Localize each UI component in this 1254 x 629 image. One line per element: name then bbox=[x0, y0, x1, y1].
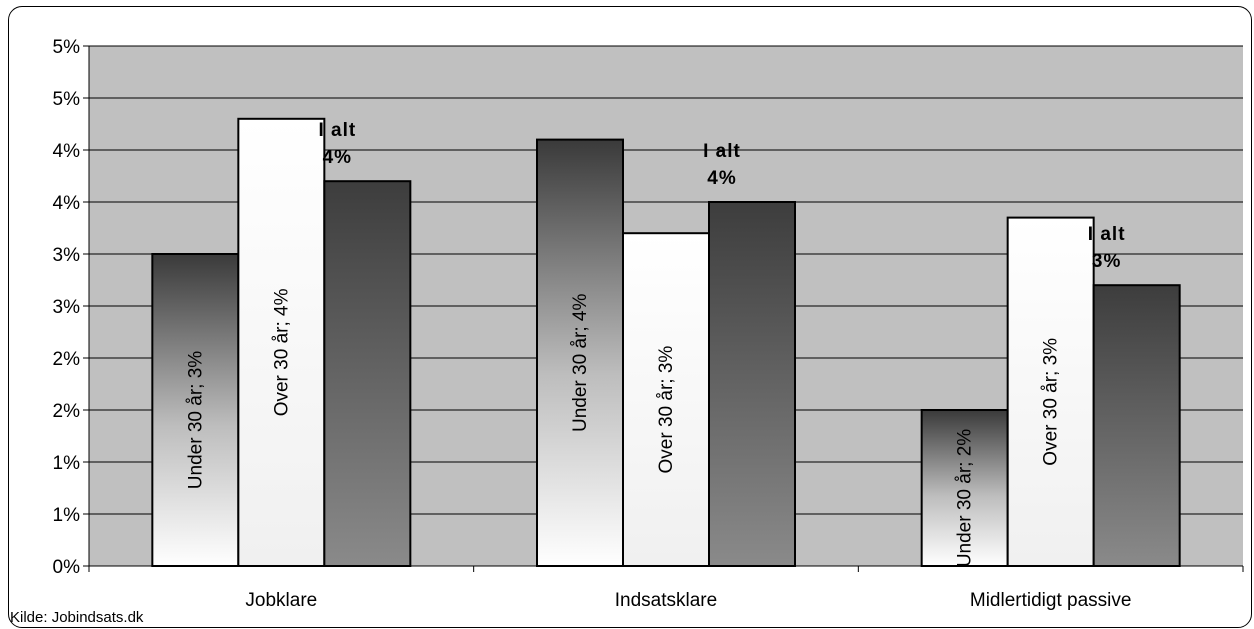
category-label: Jobklare bbox=[245, 590, 317, 611]
bar-total-label: 4% bbox=[707, 168, 736, 189]
y-tick-label: 1% bbox=[53, 505, 81, 526]
bar-data-label: Over 30 år; 4% bbox=[271, 288, 292, 416]
bar-data-label: Over 30 år; 3% bbox=[1041, 338, 1062, 466]
bar-under-30 bbox=[920, 409, 1009, 567]
y-tick-label: 3% bbox=[53, 245, 81, 266]
bar-data-label: Over 30 år; 3% bbox=[656, 346, 677, 474]
bar-under-30 bbox=[536, 138, 624, 567]
y-tick-label: 5% bbox=[53, 89, 81, 110]
bar-total-label: 3% bbox=[1092, 251, 1121, 272]
category-label: Midlertidigt passive bbox=[970, 590, 1132, 611]
y-tick-label: 0% bbox=[53, 557, 81, 578]
bar-total-label: I alt bbox=[1088, 224, 1126, 245]
bar-total-label: I alt bbox=[703, 141, 741, 162]
bar-over-30 bbox=[237, 117, 326, 568]
y-tick-label: 1% bbox=[53, 453, 81, 474]
bar-data-label: Under 30 år; 4% bbox=[570, 294, 591, 432]
bar-total-label: I alt bbox=[318, 120, 356, 141]
bar-data-label: Under 30 år; 3% bbox=[185, 351, 206, 489]
y-tick-label: 4% bbox=[53, 193, 81, 214]
bar-over-30 bbox=[622, 232, 710, 567]
category-label: Indsatsklare bbox=[615, 590, 717, 611]
bar-i-alt bbox=[708, 201, 796, 567]
bar-i-alt bbox=[323, 180, 412, 567]
bar-total-label: 4% bbox=[323, 147, 352, 168]
source-note: Kilde: Jobindsats.dk bbox=[10, 609, 144, 626]
bar-over-30 bbox=[1006, 216, 1095, 567]
y-tick-label: 2% bbox=[53, 349, 81, 370]
y-tick-label: 2% bbox=[53, 401, 81, 422]
y-tick-label: 4% bbox=[53, 141, 81, 162]
bar-data-label: Under 30 år; 2% bbox=[955, 429, 976, 567]
y-tick-label: 3% bbox=[53, 297, 81, 318]
y-tick-label: 5% bbox=[53, 37, 81, 58]
bar-i-alt bbox=[1092, 284, 1181, 567]
